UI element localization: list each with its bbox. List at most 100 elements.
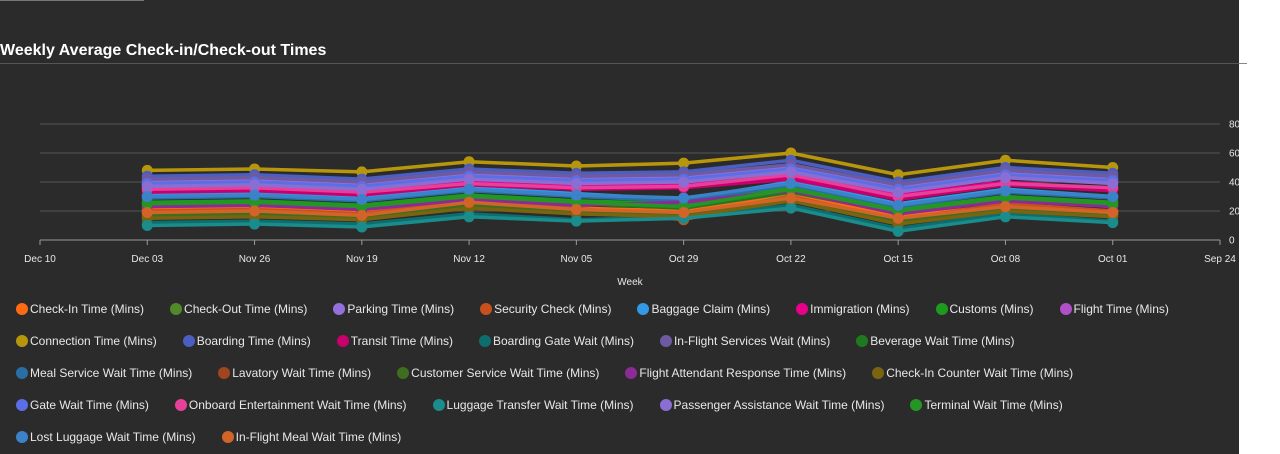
legend-item[interactable]: Check-Out Time (Mins)	[170, 298, 307, 319]
data-point	[463, 196, 475, 208]
legend-item[interactable]: Lost Luggage Wait Time (Mins)	[16, 426, 196, 447]
legend-swatch	[625, 366, 638, 379]
legend-label: Check-In Counter Wait Time (Mins)	[886, 365, 1074, 380]
legend-label: Baggage Claim (Mins)	[651, 301, 771, 316]
data-point	[141, 191, 153, 202]
series-line	[147, 158, 1113, 184]
legend-label: Check-In Time (Mins)	[30, 301, 145, 316]
legend-item[interactable]: Gate Wait Time (Mins)	[16, 394, 149, 415]
legend-item[interactable]: Boarding Time (Mins)	[182, 330, 311, 351]
legend-label: Flight Attendant Response Time (Mins)	[639, 365, 847, 380]
data-point	[356, 193, 368, 205]
legend-item[interactable]: Flight Attendant Response Time (Mins)	[625, 362, 846, 383]
legend-item[interactable]: Customer Service Wait Time (Mins)	[397, 362, 599, 383]
legend-item[interactable]: Connection Time (Mins)	[16, 330, 157, 351]
series-line	[147, 187, 1113, 213]
x-tick-label: Oct 29	[669, 254, 699, 265]
y-tick-label: 40	[1229, 178, 1239, 189]
series-line	[147, 206, 1113, 234]
legend-item[interactable]: Passenger Assistance Wait Time (Mins)	[659, 394, 885, 415]
data-point	[570, 204, 582, 216]
title-divider	[0, 63, 1239, 64]
legend-item[interactable]: Baggage Claim (Mins)	[637, 298, 770, 319]
legend-label: Flight Time (Mins)	[1073, 301, 1169, 316]
data-point	[1107, 191, 1119, 202]
legend-item[interactable]: Boarding Gate Wait (Mins)	[479, 330, 634, 351]
legend-swatch	[872, 366, 885, 379]
data-point	[999, 185, 1011, 197]
data-point	[570, 189, 582, 201]
legend-item[interactable]: Parking Time (Mins)	[333, 298, 454, 319]
title-divider-tail	[1239, 63, 1247, 64]
legend-item[interactable]: Customs (Mins)	[935, 298, 1034, 319]
legend-item[interactable]: Meal Service Wait Time (Mins)	[16, 362, 192, 383]
legend-item[interactable]: Onboard Entertainment Wait Time (Mins)	[174, 394, 407, 415]
x-tick-label: Oct 08	[991, 254, 1021, 265]
legend-label: Gate Wait Time (Mins)	[30, 397, 149, 412]
legend-label: Check-Out Time (Mins)	[184, 301, 308, 316]
legend-item[interactable]: Check-In Counter Wait Time (Mins)	[872, 362, 1073, 383]
legend-label: Passenger Assistance Wait Time (Mins)	[673, 397, 885, 412]
series-line	[147, 170, 1113, 194]
legend-swatch	[659, 334, 672, 347]
data-point	[678, 176, 690, 188]
data-point	[356, 209, 368, 221]
data-point	[785, 177, 797, 189]
data-point	[356, 183, 368, 195]
legend-swatch	[16, 334, 28, 347]
legend-item[interactable]: Security Check (Mins)	[480, 298, 611, 319]
legend-label: Parking Time (Mins)	[347, 301, 455, 316]
chart-panel: Weekly Average Check-in/Check-out Times …	[0, 0, 1239, 454]
legend-swatch	[856, 334, 869, 347]
legend-swatch	[333, 302, 346, 315]
legend-item[interactable]: Lavatory Wait Time (Mins)	[218, 362, 371, 383]
data-point	[570, 215, 582, 227]
legend-label: Terminal Wait Time (Mins)	[924, 397, 1063, 412]
legend-swatch	[182, 334, 195, 347]
series-line	[147, 167, 1113, 191]
x-tick-label: Nov 05	[561, 254, 593, 265]
axes: 0 20 40 60 80 Dec 10 Dec 03 Nov 26 Nov 19 Nov 12 N…	[24, 120, 1239, 266]
y-tick-label: 80	[1229, 120, 1239, 131]
series-line	[147, 199, 1113, 226]
series-21	[141, 202, 1119, 237]
series-line	[147, 196, 1113, 220]
legend-label: Onboard Entertainment Wait Time (Mins)	[188, 397, 407, 412]
legend-item[interactable]: Luggage Transfer Wait Time (Mins)	[432, 394, 634, 415]
series-line	[147, 151, 1113, 177]
data-point	[249, 189, 261, 201]
legend: Check-In Time (Mins) Check-Out Time (Mins…	[16, 298, 1231, 447]
x-tick-label: Oct 15	[883, 254, 913, 265]
x-tick-label: Nov 12	[453, 254, 485, 265]
legend-item[interactable]: In-Flight Meal Wait Time (Mins)	[221, 426, 401, 447]
legend-item[interactable]: In-Flight Services Wait (Mins)	[659, 330, 831, 351]
series-line	[147, 173, 1113, 199]
legend-label: Beverage Wait Time (Mins)	[870, 333, 1015, 348]
data-point	[785, 202, 797, 214]
legend-item[interactable]: Flight Time (Mins)	[1059, 298, 1169, 319]
legend-swatch	[16, 398, 28, 411]
x-tick-label: Sep 24	[1204, 254, 1236, 265]
x-tick-label: Nov 26	[239, 254, 271, 265]
legend-label: Lavatory Wait Time (Mins)	[232, 365, 372, 380]
legend-swatch	[479, 334, 491, 347]
legend-label: In-Flight Services Wait (Mins)	[673, 333, 831, 348]
data-point	[999, 172, 1011, 184]
x-axis-title: Week	[617, 277, 643, 288]
legend-item[interactable]: Check-In Time (Mins)	[16, 298, 144, 319]
legend-item[interactable]: Immigration (Mins)	[796, 298, 910, 319]
series-lines	[141, 147, 1119, 237]
data-point	[570, 177, 582, 189]
legend-item[interactable]: Transit Time (Mins)	[336, 330, 453, 351]
data-point	[141, 206, 153, 218]
legend-swatch	[16, 430, 28, 443]
tab-indicator	[0, 0, 144, 1]
data-point	[1107, 177, 1119, 189]
y-tick-label: 60	[1229, 149, 1239, 160]
legend-item[interactable]: Terminal Wait Time (Mins)	[910, 394, 1063, 415]
legend-swatch	[170, 302, 183, 315]
legend-label: Boarding Gate Wait (Mins)	[493, 333, 634, 348]
legend-swatch	[432, 398, 445, 411]
legend-item[interactable]: Beverage Wait Time (Mins)	[856, 330, 1014, 351]
data-point	[785, 192, 797, 204]
